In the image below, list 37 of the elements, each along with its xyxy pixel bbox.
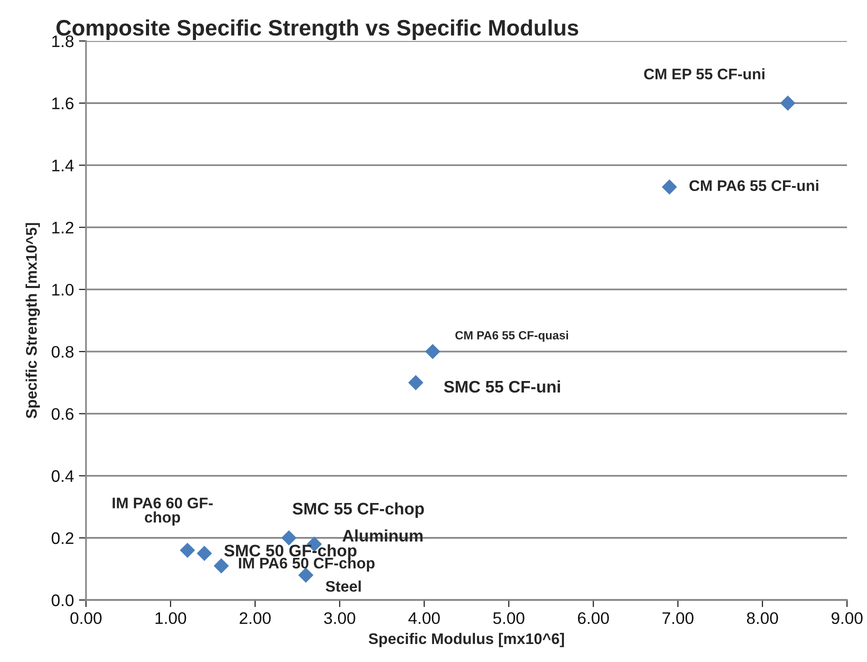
y-tick-label: 0.2 <box>52 532 74 544</box>
x-tick-label: 5.00 <box>493 612 524 624</box>
y-tick-label: 1.6 <box>52 98 74 110</box>
y-tick-label: 1.4 <box>52 160 74 172</box>
annotation: CM PA6 55 CF-uni <box>690 180 818 192</box>
y-tick-label: 1.2 <box>52 222 74 234</box>
point <box>408 375 424 390</box>
point <box>180 542 196 558</box>
x-tick-label: 1.00 <box>156 612 186 624</box>
annotation: Steel <box>326 580 361 592</box>
point <box>662 179 678 195</box>
annotation: CM PA6 55 CF-quasi <box>455 330 568 342</box>
point <box>298 568 314 583</box>
point <box>196 546 212 562</box>
x-tick-label: 2.00 <box>240 612 271 624</box>
x-tick-label: 8.00 <box>746 612 778 624</box>
x-tick-label: 3.00 <box>324 612 356 624</box>
point <box>281 530 297 546</box>
y-tick-label: 0.6 <box>52 408 74 420</box>
annotation: SMC 55 CF-chop <box>292 502 424 518</box>
y-tick-label: 0.0 <box>52 594 74 606</box>
x-tick-label: 4.00 <box>408 612 440 624</box>
x-tick-label: 9.00 <box>832 612 863 624</box>
point <box>214 558 229 574</box>
y-tick-label: 0.8 <box>52 346 74 358</box>
annotation: CM EP 55 CF-uni <box>644 68 764 80</box>
annotation: SMC 55 CF-uni <box>444 380 560 393</box>
x-tick-label: 0.00 <box>70 612 102 624</box>
y-axis-title: Specific Strength [mx10^5] <box>26 223 40 418</box>
point <box>780 96 796 111</box>
annotation: IM PA6 60 GF- chop <box>112 498 213 526</box>
x-axis-title: Specific Modulus [mx10^6] <box>368 632 564 648</box>
y-tick-label: 0.4 <box>52 470 74 482</box>
y-tick-label: 1.0 <box>52 284 74 296</box>
point <box>425 344 440 360</box>
x-tick-label: 6.00 <box>578 612 609 624</box>
x-tick-label: 7.00 <box>662 612 694 624</box>
